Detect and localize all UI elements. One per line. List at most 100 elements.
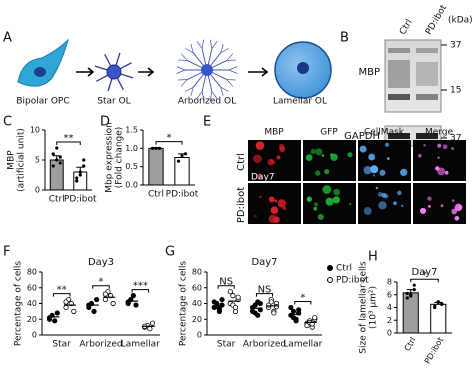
x-tick-label: Star (52, 340, 71, 350)
panel-label: E (203, 115, 211, 130)
y-axis-label: (10³ μm²) (369, 286, 379, 329)
cell-signal (440, 204, 444, 208)
data-point (235, 294, 241, 300)
y-tick-label: 20 (192, 315, 202, 324)
data-point (436, 300, 440, 304)
data-point (51, 152, 55, 156)
sig-bracket (294, 300, 312, 305)
y-axis-label: (Fold change) (115, 127, 125, 189)
bar (148, 147, 164, 186)
y-tick-label: 4 (387, 303, 392, 312)
data-point (55, 158, 59, 162)
data-point (147, 326, 153, 332)
sig-bracket (131, 289, 150, 293)
cell-signal (306, 196, 312, 202)
process (228, 69, 238, 74)
y-tick-label: 0 (35, 186, 40, 195)
y-tick-label: 80 (192, 268, 202, 277)
cell-signal (379, 169, 386, 176)
data-point (227, 289, 233, 295)
star-cell (94, 52, 134, 92)
diagram-a: Bipolar OPC Star OL Arborized OL Lamella… (16, 38, 332, 107)
cell-signal (313, 206, 318, 211)
data-point (433, 305, 437, 310)
cell-signal (267, 158, 275, 166)
process (196, 91, 203, 99)
data-point (63, 299, 69, 305)
data-point (54, 310, 60, 316)
cell-signal (437, 143, 442, 148)
data-point (149, 320, 156, 326)
cell-signal (363, 207, 372, 216)
data-point (271, 310, 277, 316)
data-point (252, 310, 258, 316)
x-tick-label: Ctrl (49, 195, 65, 205)
sig-label: ** (64, 133, 74, 144)
process (209, 39, 213, 49)
cell-signal (435, 166, 440, 171)
cell-signal (274, 199, 278, 203)
process (220, 86, 229, 92)
row-label: Ctrl (236, 153, 247, 171)
data-point (82, 164, 86, 168)
panel-label: G (165, 245, 175, 260)
stage-label: Bipolar OPC (16, 97, 69, 107)
chart-title: Day7 (411, 267, 437, 278)
data-point (183, 152, 188, 156)
data-point (249, 304, 256, 311)
sig-label: * (99, 277, 104, 288)
y-axis-label: Percentage of cells (179, 261, 189, 347)
cell-signal (400, 168, 408, 177)
band (416, 94, 438, 100)
nucleus (297, 62, 309, 74)
data-point (216, 306, 223, 312)
lane-label: Ctrl (398, 18, 415, 37)
arrow (248, 67, 269, 77)
legend-label: Ctrl (336, 264, 352, 274)
sig-label: ** (57, 285, 67, 296)
band (416, 133, 438, 139)
bar (430, 303, 447, 334)
data-point (46, 316, 53, 322)
cell-signal (451, 208, 458, 215)
panel-label: A (3, 31, 12, 46)
cell-signal (268, 196, 275, 203)
data-point (312, 315, 318, 321)
band (388, 60, 410, 88)
cell-signal (349, 202, 352, 206)
cell-signal (333, 188, 341, 196)
data-point (440, 302, 444, 306)
bipolar-cell (17, 38, 69, 87)
row-label: MBP (358, 67, 380, 78)
cell-signal (393, 201, 397, 206)
blot-b: Ctrl PD:ibot (kDa) 37 15 37 MBP GAPDH (344, 3, 473, 147)
process (185, 48, 194, 54)
data-point (71, 308, 77, 314)
data-point (78, 173, 82, 177)
sig-bracket (410, 278, 439, 283)
cell-signal (427, 196, 432, 201)
legend-marker (327, 265, 333, 271)
cell-signal (325, 197, 334, 206)
process (220, 48, 229, 54)
cell-signal (322, 185, 332, 194)
data-point (176, 159, 181, 163)
data-point (412, 288, 416, 292)
data-point (125, 299, 131, 305)
process (226, 79, 234, 87)
process (176, 69, 186, 74)
marker-tick (441, 44, 447, 139)
cell-signal (332, 196, 340, 204)
cell-signal (442, 144, 448, 150)
y-tick-label: 40 (27, 299, 37, 308)
stage-label: Arborized OL (178, 97, 236, 107)
cell-signal (313, 202, 319, 207)
cell-signal (427, 204, 431, 208)
cell-signal (255, 141, 265, 150)
y-axis-label: (artificial unit) (17, 128, 27, 192)
cell-signal (400, 204, 404, 208)
cell-signal (418, 153, 422, 158)
cell-signal (444, 170, 449, 175)
y-tick-label: 60 (27, 283, 37, 292)
soma (201, 64, 213, 76)
